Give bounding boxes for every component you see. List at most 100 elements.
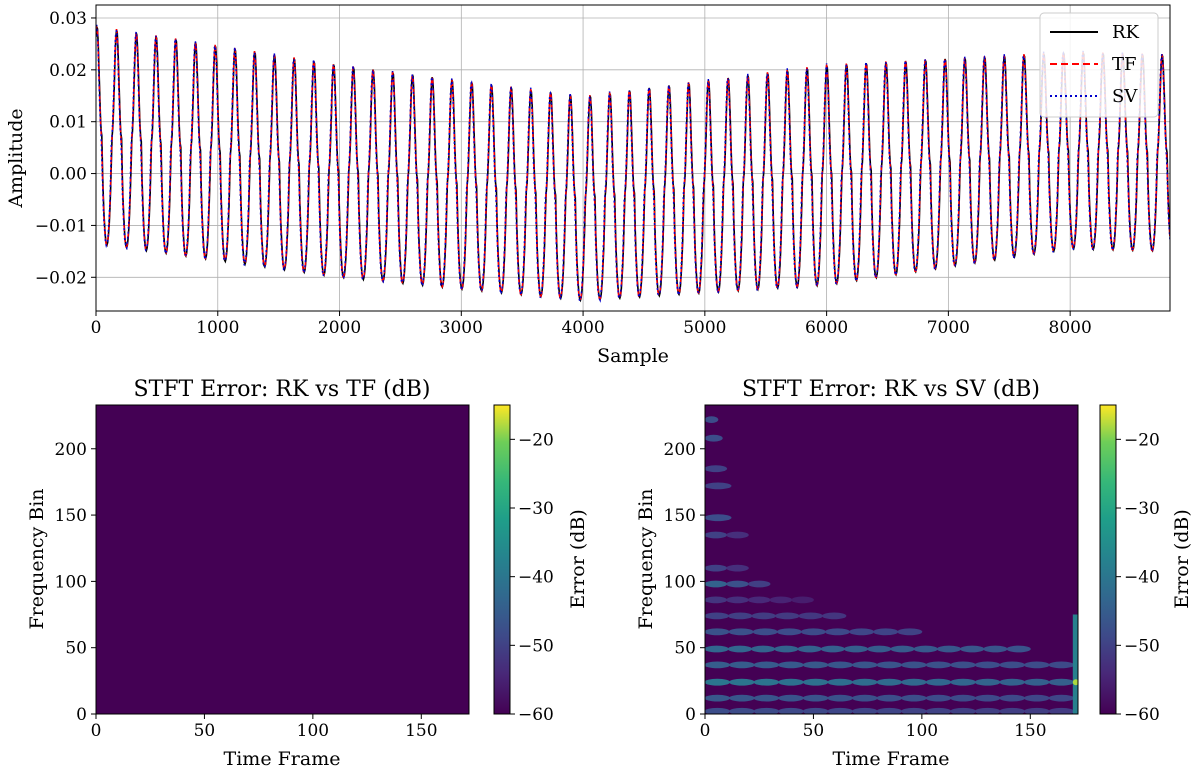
series-line-tf [96, 25, 1170, 302]
heatmap-error-band [705, 434, 723, 442]
heatmap-error-band [901, 694, 927, 702]
colorbar-1-label: Error (dB) [567, 509, 589, 609]
heatmap-error-band [1048, 694, 1075, 702]
heatmap-error-band [825, 628, 850, 636]
heatmap-2-title: STFT Error: RK vs SV (dB) [742, 377, 1040, 402]
heatmap-error-band [778, 707, 804, 714]
heatmap-error-band [729, 694, 755, 702]
heatmap-2-features [705, 416, 1078, 714]
heatmap-1-x-label: Time Frame [224, 748, 341, 770]
heatmap-error-band [727, 645, 753, 653]
heatmap-error-band [950, 694, 976, 702]
x-tick-label: 0 [700, 721, 711, 741]
heatmap-error-band [999, 678, 1025, 686]
heatmap-1-y-ticks: 0 50 100 150 200 [55, 440, 96, 725]
x-tick-label: 7000 [927, 318, 970, 338]
x-tick-label: 4000 [561, 318, 604, 338]
heatmap-error-band [974, 694, 1001, 702]
heatmap-error-band [797, 645, 822, 653]
heatmap-error-band [1024, 694, 1050, 702]
x-tick-label: 150 [405, 721, 437, 741]
waveform-frame [95, 4, 1171, 312]
heatmap-error-band [728, 628, 754, 636]
waveform-series [96, 24, 1170, 303]
colorbar-tick-label: −50 [1124, 636, 1160, 656]
heatmap-error-band [753, 694, 780, 702]
heatmap-error-band [876, 707, 903, 714]
heatmap-error-band [769, 596, 793, 604]
heatmap-error-band [852, 694, 878, 702]
heatmap-error-band [876, 678, 903, 686]
heatmap-error-band [925, 707, 952, 714]
heatmap-error-band [778, 678, 804, 686]
heatmap-error-band [1024, 707, 1050, 714]
heatmap-error-band [775, 612, 800, 620]
heatmap-error-band [822, 612, 847, 620]
heatmap-error-band [729, 678, 755, 686]
colorbar-tick-label: −20 [1124, 430, 1160, 450]
x-tick-label: 1000 [196, 318, 239, 338]
heatmap-error-band [705, 465, 728, 473]
heatmap-error-band [999, 694, 1025, 702]
legend-label-sv: SV [1112, 86, 1138, 107]
x-tick-label: 3000 [440, 318, 483, 338]
heatmap-error-band [852, 661, 878, 669]
heatmap-error-band [800, 628, 826, 636]
x-tick-label: 0 [91, 721, 102, 741]
waveform-plot: 0 1000 2000 3000 4000 5000 6000 7000 8000 −0.02−… [5, 4, 1171, 367]
colorbar-2 [1099, 404, 1117, 715]
heatmap-error-band [802, 661, 829, 669]
y-tick-label: 50 [65, 639, 87, 659]
heatmap-error-band [852, 707, 878, 714]
legend: RK TF SV [1039, 12, 1159, 118]
heatmap-error-band [726, 596, 749, 604]
heatmap-error-band [753, 678, 780, 686]
x-tick-label: 100 [906, 721, 938, 741]
y-tick-label: 0.01 [49, 113, 87, 133]
legend-box [1039, 12, 1159, 118]
colorbar-tick-label: −30 [518, 499, 554, 519]
waveform-x-ticks: 0 1000 2000 3000 4000 5000 6000 7000 8000 [91, 311, 1092, 338]
y-tick-label: 200 [55, 440, 87, 460]
heatmap-error-band [705, 628, 730, 636]
x-tick-label: 0 [91, 318, 102, 338]
heatmap-error-band [925, 694, 952, 702]
heatmap-error-band [705, 564, 728, 572]
y-tick-label: 150 [664, 506, 696, 526]
heatmap-error-band [873, 628, 899, 636]
y-tick-label: 0.00 [49, 165, 87, 185]
heatmap-error-column [1072, 614, 1078, 714]
colorbar-tick-label: −40 [518, 568, 554, 588]
heatmap-error-band [827, 707, 853, 714]
y-tick-label: 0.02 [49, 61, 87, 81]
heatmap-error-band [747, 596, 771, 604]
heatmap-2-x-ticks: 0 50 100 150 [700, 714, 1047, 741]
heatmap-error-band [802, 678, 829, 686]
heatmap-error-band [705, 580, 728, 588]
heatmap-error-band [778, 661, 804, 669]
y-tick-label: −0.01 [35, 216, 87, 236]
heatmap-error-band [1024, 661, 1050, 669]
heatmap-error-band [726, 531, 749, 539]
heatmap-2-frame [704, 404, 1079, 715]
colorbar-tick-label: −40 [1124, 568, 1160, 588]
heatmap-error-band [791, 596, 814, 604]
x-tick-label: 50 [194, 721, 216, 741]
colorbar-1-ticks: −60 −50 −40 −30 −20 [510, 430, 554, 725]
heatmap-error-band [729, 707, 755, 714]
x-tick-label: 2000 [318, 318, 361, 338]
heatmap-1-y-label: Frequency Bin [26, 488, 48, 629]
heatmap-error-band [726, 580, 749, 588]
heatmap-error-band [950, 678, 976, 686]
heatmap-error-band [752, 628, 778, 636]
y-tick-label: 100 [664, 572, 696, 592]
heatmap-error-band [705, 596, 728, 604]
heatmap-error-band [876, 661, 903, 669]
heatmap-error-band [950, 707, 976, 714]
waveform-x-label: Sample [597, 345, 669, 367]
heatmap-1-title: STFT Error: RK vs TF (dB) [134, 377, 431, 402]
heatmap-error-band [936, 645, 962, 653]
heatmap-error-band [827, 661, 853, 669]
heatmap-error-band [705, 514, 732, 522]
